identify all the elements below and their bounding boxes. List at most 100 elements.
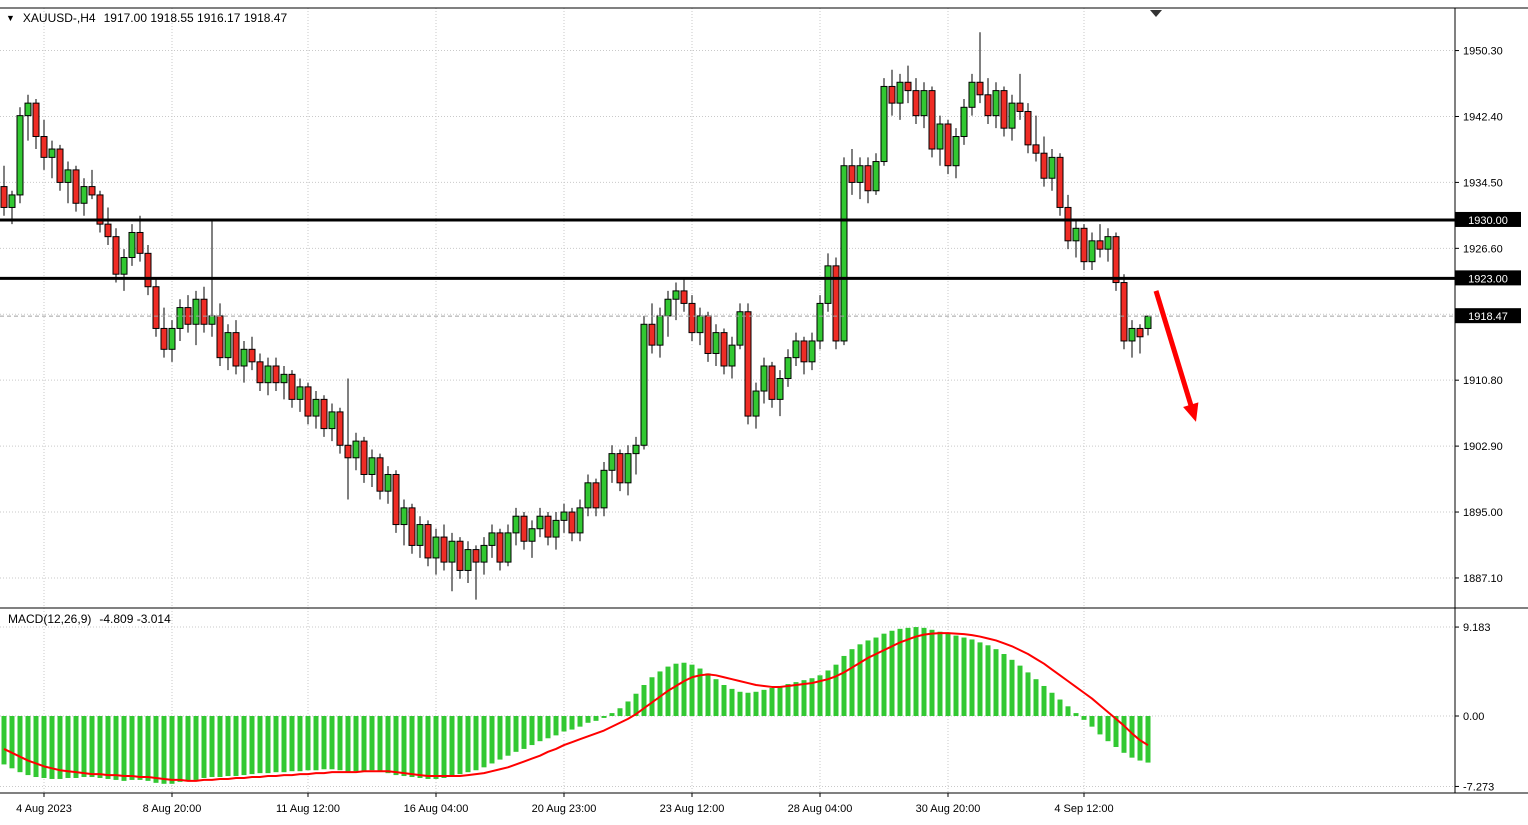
macd-histogram-bar — [633, 693, 639, 716]
macd-histogram-bar — [161, 715, 167, 784]
candle-bullish — [1072, 227, 1080, 242]
macd-histogram-bar — [657, 671, 663, 716]
macd-histogram-bar — [873, 637, 879, 716]
macd-histogram-bar — [1009, 659, 1015, 716]
macd-histogram-bar — [489, 715, 495, 764]
macd-histogram-bar — [65, 715, 71, 778]
macd-histogram-bar — [121, 715, 127, 781]
candle-bullish — [280, 373, 288, 384]
macd-histogram-bar — [241, 715, 247, 776]
macd-histogram-bar — [313, 715, 319, 771]
macd-histogram-bar — [177, 715, 183, 782]
candle-bearish — [648, 323, 656, 346]
trend-arrow-head[interactable] — [1183, 402, 1199, 422]
candle-bullish — [192, 298, 200, 325]
candle-bullish — [464, 549, 472, 571]
candle-bullish — [640, 323, 648, 446]
macd-histogram-bar — [993, 649, 999, 716]
macd-histogram-bar — [1065, 706, 1071, 716]
price-axis-label: 1910.80 — [1463, 375, 1503, 387]
candle-bearish — [1000, 90, 1008, 129]
candle-bullish — [960, 106, 968, 138]
macd-histogram-bar — [329, 715, 335, 770]
macd-histogram-bar — [449, 715, 455, 777]
macd-histogram-bar — [897, 628, 903, 716]
candle-bullish — [48, 148, 56, 158]
candle-bullish — [752, 390, 760, 417]
macd-histogram-bar — [809, 678, 815, 716]
macd-histogram-bar — [1145, 715, 1151, 763]
candle-bullish — [992, 90, 1000, 117]
candle-bearish — [104, 223, 112, 238]
candle-bearish — [680, 290, 688, 304]
candle-bearish — [216, 315, 224, 359]
time-axis-label: 16 Aug 04:00 — [404, 803, 469, 815]
candle-bullish — [552, 519, 560, 538]
macd-histogram-bar — [1129, 715, 1135, 758]
macd-histogram-bar — [41, 715, 47, 778]
candle-bullish — [736, 311, 744, 346]
macd-histogram-bar — [713, 679, 719, 716]
macd-histogram-bar — [569, 715, 575, 730]
candle-bearish — [360, 440, 368, 475]
candle-bullish — [416, 524, 424, 546]
macd-histogram-bar — [697, 668, 703, 716]
time-axis-label: 4 Aug 2023 — [16, 803, 72, 815]
candle-bearish — [320, 398, 328, 430]
candle-bearish — [144, 252, 152, 288]
candle-bullish — [808, 340, 816, 363]
candle-bullish — [1144, 315, 1152, 329]
macd-histogram-bar — [865, 640, 871, 716]
candle-bullish — [632, 444, 640, 455]
macd-histogram-bar — [841, 655, 847, 716]
candle-bullish — [488, 532, 496, 546]
macd-histogram-bar — [201, 715, 207, 778]
symbol-period-label: XAUUSD-,H4 — [22, 11, 96, 25]
macd-histogram-bar — [705, 673, 711, 716]
macd-histogram-bar — [153, 715, 159, 783]
symbol-dropdown-icon[interactable]: ▼ — [6, 13, 15, 23]
candle-bullish — [536, 515, 544, 530]
candle-bearish — [336, 411, 344, 446]
candle-bullish — [896, 81, 904, 104]
macd-histogram-bar — [617, 708, 623, 716]
macd-histogram-bar — [961, 637, 967, 716]
candle-bullish — [504, 532, 512, 563]
macd-histogram-bar — [49, 715, 55, 779]
macd-histogram-bar — [425, 715, 431, 779]
macd-histogram-bar — [553, 715, 559, 736]
macd-histogram-bar — [1121, 715, 1127, 753]
macd-histogram-bar — [769, 687, 775, 716]
macd-histogram-bar — [969, 639, 975, 716]
macd-histogram-bar — [753, 691, 759, 716]
candle-bearish — [392, 473, 400, 526]
macd-histogram-bar — [273, 715, 279, 773]
time-axis-label: 4 Sep 12:00 — [1054, 803, 1113, 815]
candle-bearish — [1024, 110, 1032, 146]
candle-bearish — [96, 194, 104, 225]
macd-signal-line — [3, 632, 1149, 782]
macd-histogram-bar — [953, 635, 959, 716]
macd-histogram-bar — [1025, 672, 1031, 716]
macd-histogram-bar — [721, 685, 727, 716]
candle-bearish — [232, 332, 240, 367]
macd-histogram-bar — [825, 670, 831, 716]
candle-bullish — [600, 469, 608, 509]
macd-histogram-bar — [265, 715, 271, 774]
candle-bullish — [664, 298, 672, 317]
macd-histogram-bar — [609, 713, 615, 716]
price-axis-label: 1895.00 — [1463, 507, 1503, 519]
macd-histogram-bar — [353, 715, 359, 772]
macd-histogram-bar — [385, 715, 391, 774]
macd-histogram-bar — [401, 715, 407, 777]
macd-histogram-bar — [889, 630, 895, 716]
candle-bearish — [704, 315, 712, 354]
macd-histogram-bar — [209, 715, 215, 778]
candle-bullish — [16, 115, 24, 196]
candle-bearish — [912, 90, 920, 117]
candle-bearish — [520, 515, 528, 542]
trend-arrow-line[interactable] — [1153, 290, 1195, 412]
candle-bearish — [72, 169, 80, 204]
macd-histogram-bar — [521, 715, 527, 749]
